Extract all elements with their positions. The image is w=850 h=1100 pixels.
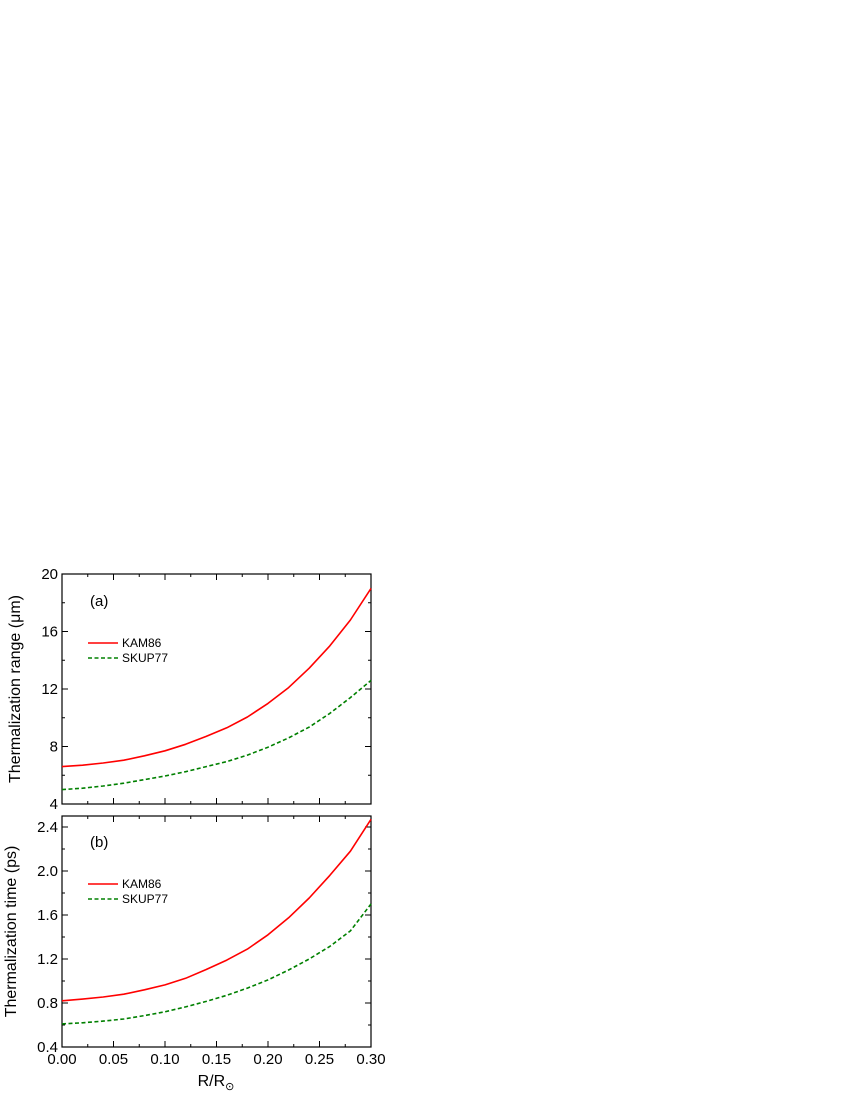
y-tick-label: 1.2 bbox=[37, 951, 58, 968]
legend-label-skup77: SKUP77 bbox=[122, 892, 168, 906]
y-tick-label: 1.6 bbox=[37, 907, 58, 924]
series-line-kam86 bbox=[61, 587, 372, 768]
plot-frame bbox=[61, 573, 372, 805]
plot-frame bbox=[61, 815, 372, 1048]
series-line-skup77 bbox=[61, 903, 372, 1025]
y-tick-label: 0.8 bbox=[37, 995, 58, 1012]
x-axis-label: R/R⊙ bbox=[198, 1073, 235, 1093]
x-tick-label: 0.05 bbox=[99, 1051, 128, 1068]
panel-a: 4 8 12 16 20 Thermalization range (μm) (a) KAM8… bbox=[7, 566, 372, 813]
y-tick-label: 4 bbox=[50, 796, 58, 813]
y-tick-label: 20 bbox=[41, 566, 58, 583]
series-line-kam86 bbox=[61, 818, 372, 1002]
y-tick-label: 0.4 bbox=[37, 1039, 58, 1056]
x-tick-label: 0.20 bbox=[253, 1051, 282, 1068]
x-tick-label: 0.25 bbox=[305, 1051, 334, 1068]
x-tick-label: 0.30 bbox=[356, 1051, 385, 1068]
x-axis-label-subscript: ⊙ bbox=[225, 1081, 234, 1093]
series-line-skup77 bbox=[61, 679, 372, 791]
y-tick-label: 8 bbox=[50, 739, 58, 756]
panel-label: (b) bbox=[90, 834, 108, 851]
legend-label-kam86: KAM86 bbox=[122, 636, 162, 650]
y-tick-label: 2.0 bbox=[37, 863, 58, 880]
y-axis-label: Thermalization range (μm) bbox=[7, 595, 24, 783]
x-tick-label: 0.10 bbox=[150, 1051, 179, 1068]
legend-label-kam86: KAM86 bbox=[122, 877, 162, 891]
legend-label-skup77: SKUP77 bbox=[122, 651, 168, 665]
x-tick-label: 0.15 bbox=[202, 1051, 231, 1068]
y-tick-label: 16 bbox=[41, 624, 58, 641]
y-tick-label: 12 bbox=[41, 681, 58, 698]
panel-label: (a) bbox=[90, 593, 108, 610]
y-axis-label: Thermalization time (ps) bbox=[3, 846, 20, 1018]
x-axis-label-main: R/R bbox=[198, 1073, 226, 1090]
y-tick-label: 2.4 bbox=[37, 819, 58, 836]
x-tick-label: 0.00 bbox=[47, 1051, 76, 1068]
panel-b: 0.00 0.05 0.10 0.15 0.20 0.25 0.30 0.4 0.8 1.2 1.6… bbox=[3, 815, 386, 1068]
